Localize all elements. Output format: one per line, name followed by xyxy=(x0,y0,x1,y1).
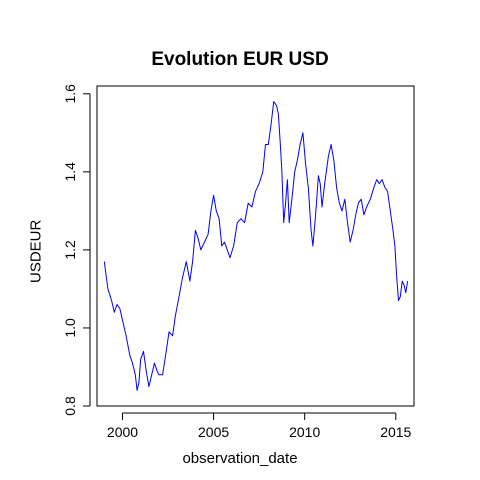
x-tick-label: 2010 xyxy=(289,424,320,440)
chart-title: Evolution EUR USD xyxy=(151,49,329,70)
y-tick-label: 1.2 xyxy=(62,240,78,260)
series-line xyxy=(103,101,409,391)
y-tick-label: 1.6 xyxy=(62,84,78,104)
x-tick-label: 2005 xyxy=(198,424,229,440)
y-tick-label: 1.0 xyxy=(62,318,78,338)
y-tick-label: 0.8 xyxy=(62,396,78,416)
plot-frame xyxy=(96,85,415,407)
x-axis-label: observation_date xyxy=(182,450,298,467)
x-tick-label: 2015 xyxy=(380,424,411,440)
x-tick-label: 2000 xyxy=(107,424,138,440)
y-tick-label: 1.4 xyxy=(62,162,78,182)
